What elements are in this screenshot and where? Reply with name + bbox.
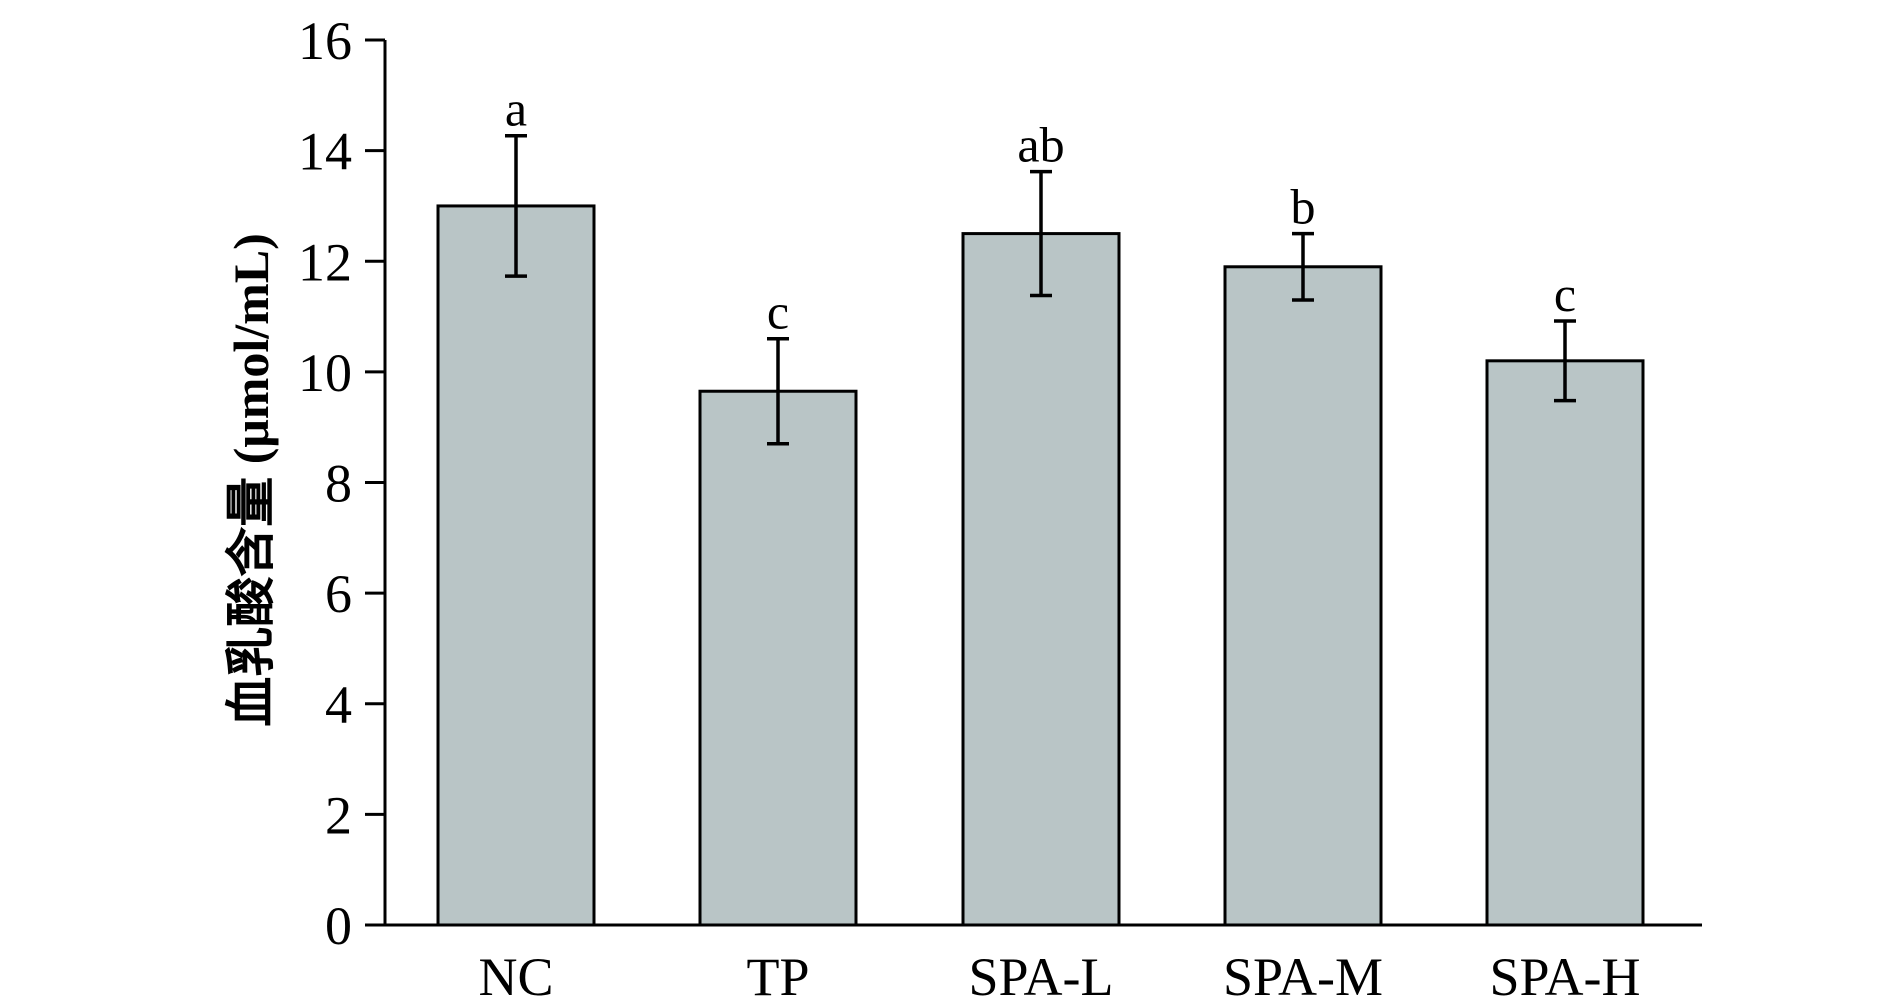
error-bar-spa-m (1292, 231, 1314, 302)
y-tick-label: 14 (298, 122, 352, 182)
y-tick-label: 8 (325, 454, 352, 514)
significance-labels-layer: a c ab b c (505, 81, 1576, 340)
significance-label-spa-l: ab (1017, 117, 1064, 173)
error-bar-spa-l (1030, 169, 1052, 298)
y-tick-label: 10 (298, 343, 352, 403)
bar-spa-h (1485, 359, 1645, 927)
y-tick-label: 12 (298, 232, 352, 292)
y-tick-label: 0 (325, 896, 352, 956)
y-tick-label: 4 (325, 675, 352, 735)
error-bar-nc (505, 133, 527, 278)
error-bar-spa-h (1554, 319, 1576, 403)
bar-tp (698, 389, 858, 927)
y-tick-label: 6 (325, 564, 352, 624)
significance-label-nc: a (505, 81, 527, 137)
error-bars-layer (505, 133, 1576, 446)
y-axis-label: 血乳酸含量 (μmol/mL) (223, 233, 279, 727)
x-tick-label-nc: NC (478, 947, 553, 1007)
y-tick-label: 16 (298, 11, 352, 71)
significance-label-spa-m: b (1291, 179, 1316, 235)
bar-spa-l (961, 232, 1121, 927)
bar-spa-m (1223, 265, 1383, 927)
x-tick-label-spa-h: SPA-H (1489, 947, 1640, 1007)
significance-label-spa-h: c (1554, 266, 1576, 322)
significance-label-tp: c (767, 284, 789, 340)
y-ticks-layer: 0 2 4 6 8 10 12 14 16 (298, 11, 385, 956)
bars-layer (436, 204, 1645, 927)
bar-nc (436, 204, 596, 927)
y-tick-label: 2 (325, 785, 352, 845)
x-tick-labels-layer: NC TP SPA-L SPA-M SPA-H (478, 947, 1640, 1007)
x-tick-label-spa-m: SPA-M (1223, 947, 1383, 1007)
error-bar-tp (767, 336, 789, 446)
x-tick-label-spa-l: SPA-L (968, 947, 1113, 1007)
x-tick-label-tp: TP (746, 947, 809, 1007)
